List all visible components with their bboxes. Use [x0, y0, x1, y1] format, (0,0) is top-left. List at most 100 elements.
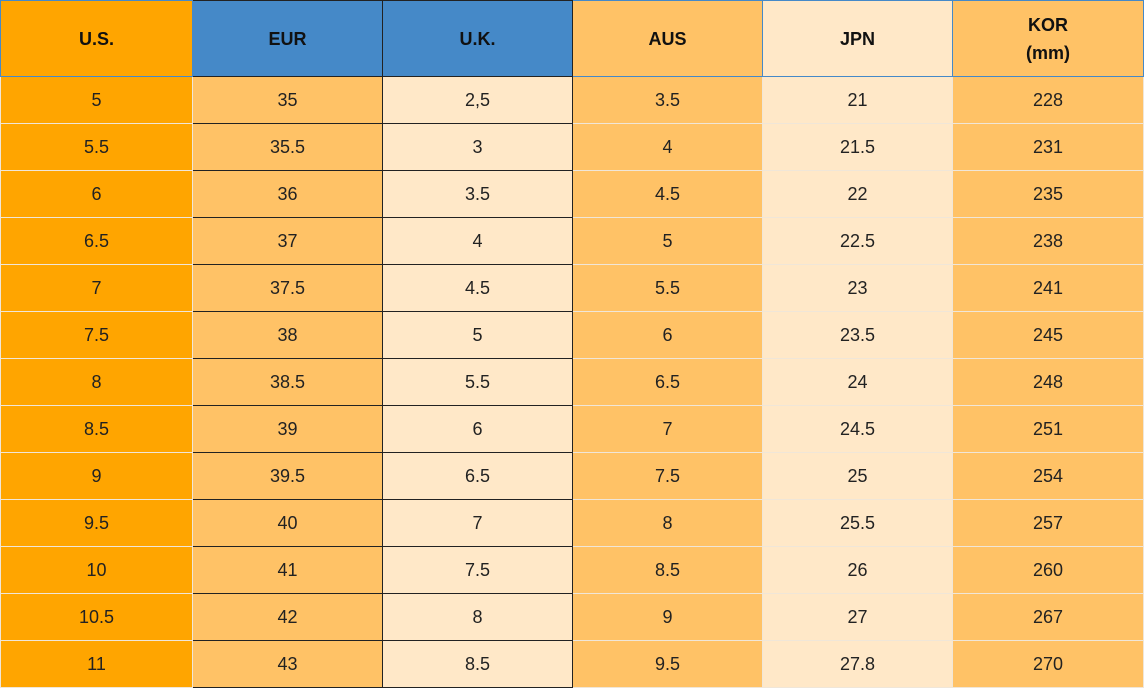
table-row: 10 41 7.5 8.5 26 260: [0, 546, 1144, 594]
table-row: 6.5 37 4 5 22.5 238: [0, 217, 1144, 265]
table-cell: 5: [382, 311, 573, 359]
table-cell: 3.5: [572, 76, 763, 124]
table-cell: 3: [382, 123, 573, 171]
table-row: 5 35 2,5 3.5 21 228: [0, 76, 1144, 124]
table-cell: 6: [0, 170, 193, 218]
table-cell: 10: [0, 546, 193, 594]
table-cell: 270: [952, 640, 1144, 688]
table-cell: 260: [952, 546, 1144, 594]
table-cell: 7: [382, 499, 573, 547]
column-header: U.S.: [0, 0, 193, 77]
table-cell: 23.5: [762, 311, 953, 359]
table-cell: 8: [572, 499, 763, 547]
table-cell: 7.5: [572, 452, 763, 500]
table-row: 8 38.5 5.5 6.5 24 248: [0, 358, 1144, 406]
table-row: 5.5 35.5 3 4 21.5 231: [0, 123, 1144, 171]
table-cell: 6.5: [382, 452, 573, 500]
table-cell: 5: [572, 217, 763, 265]
table-cell: 35: [192, 76, 383, 124]
table-row: 10.5 42 8 9 27 267: [0, 593, 1144, 641]
table-cell: 5: [0, 76, 193, 124]
table-cell: 25: [762, 452, 953, 500]
table-cell: 23: [762, 264, 953, 312]
column-header: KOR (mm): [952, 0, 1144, 77]
table-row: 6 36 3.5 4.5 22 235: [0, 170, 1144, 218]
table-cell: 6.5: [572, 358, 763, 406]
table-cell: 5.5: [0, 123, 193, 171]
table-cell: 35.5: [192, 123, 383, 171]
table-cell: 8.5: [0, 405, 193, 453]
table-cell: 21.5: [762, 123, 953, 171]
table-cell: 7: [0, 264, 193, 312]
table-cell: 5.5: [572, 264, 763, 312]
table-cell: 6: [382, 405, 573, 453]
table-cell: 38.5: [192, 358, 383, 406]
table-cell: 267: [952, 593, 1144, 641]
table-cell: 7.5: [382, 546, 573, 594]
table-cell: 6.5: [0, 217, 193, 265]
table-cell: 6: [572, 311, 763, 359]
table-cell: 36: [192, 170, 383, 218]
header-row: U.S. EUR U.K. AUS JPN KOR (mm): [0, 0, 1144, 77]
table-cell: 37.5: [192, 264, 383, 312]
table-cell: 231: [952, 123, 1144, 171]
column-header: U.K.: [382, 0, 573, 77]
table-cell: 24: [762, 358, 953, 406]
table-cell: 40: [192, 499, 383, 547]
table-cell: 26: [762, 546, 953, 594]
table-cell: 235: [952, 170, 1144, 218]
table-cell: 8: [382, 593, 573, 641]
table-cell: 254: [952, 452, 1144, 500]
table-cell: 2,5: [382, 76, 573, 124]
table-cell: 4.5: [572, 170, 763, 218]
table-cell: 10.5: [0, 593, 193, 641]
table-cell: 11: [0, 640, 193, 688]
table-cell: 9: [0, 452, 193, 500]
table-cell: 238: [952, 217, 1144, 265]
table-cell: 42: [192, 593, 383, 641]
table-cell: 241: [952, 264, 1144, 312]
table-cell: 8.5: [382, 640, 573, 688]
table-body: 5 35 2,5 3.5 21 228 5.5 35.5 3 4 21.5 231 6 36 3.5 4.5 2…: [0, 76, 1144, 688]
table-cell: 39.5: [192, 452, 383, 500]
table-cell: 245: [952, 311, 1144, 359]
table-cell: 257: [952, 499, 1144, 547]
table-row: 8.5 39 6 7 24.5 251: [0, 405, 1144, 453]
table-cell: 9.5: [0, 499, 193, 547]
table-cell: 22.5: [762, 217, 953, 265]
table-cell: 228: [952, 76, 1144, 124]
table-cell: 3.5: [382, 170, 573, 218]
table-cell: 8.5: [572, 546, 763, 594]
table-cell: 9: [572, 593, 763, 641]
table-cell: 39: [192, 405, 383, 453]
table-cell: 7.5: [0, 311, 193, 359]
table-cell: 37: [192, 217, 383, 265]
table-row: 7 37.5 4.5 5.5 23 241: [0, 264, 1144, 312]
table-cell: 4.5: [382, 264, 573, 312]
table-cell: 27: [762, 593, 953, 641]
table-cell: 21: [762, 76, 953, 124]
table-row: 11 43 8.5 9.5 27.8 270: [0, 640, 1144, 688]
column-header: JPN: [762, 0, 953, 77]
column-header: EUR: [192, 0, 383, 77]
table-cell: 7: [572, 405, 763, 453]
table-row: 9.5 40 7 8 25.5 257: [0, 499, 1144, 547]
table-cell: 251: [952, 405, 1144, 453]
table-cell: 27.8: [762, 640, 953, 688]
table-cell: 43: [192, 640, 383, 688]
table-cell: 5.5: [382, 358, 573, 406]
table-cell: 8: [0, 358, 193, 406]
table-cell: 25.5: [762, 499, 953, 547]
table-row: 7.5 38 5 6 23.5 245: [0, 311, 1144, 359]
table-cell: 24.5: [762, 405, 953, 453]
table-cell: 38: [192, 311, 383, 359]
table-cell: 4: [382, 217, 573, 265]
table-cell: 4: [572, 123, 763, 171]
column-header: AUS: [572, 0, 763, 77]
table-cell: 248: [952, 358, 1144, 406]
table-cell: 22: [762, 170, 953, 218]
table-cell: 41: [192, 546, 383, 594]
table-row: 9 39.5 6.5 7.5 25 254: [0, 452, 1144, 500]
